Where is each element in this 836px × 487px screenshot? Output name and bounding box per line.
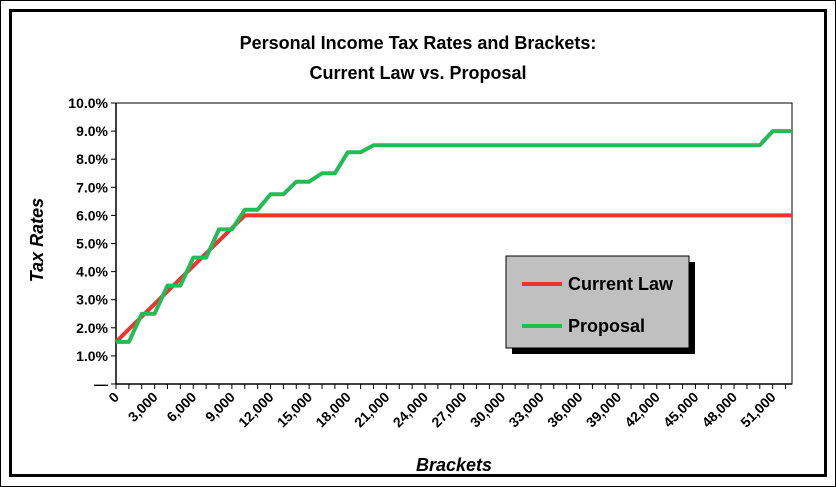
x-tick-label: 36,000	[544, 389, 586, 431]
y-tick-label: 3.0%	[76, 292, 108, 308]
y-tick-label: 6.0%	[76, 207, 108, 223]
legend-label-proposal: Proposal	[568, 316, 645, 336]
x-axis-ticks: 0 3,000 6,000 9,00012,00015,00018,00021,000…	[105, 384, 787, 431]
series-layer	[114, 129, 792, 344]
y-axis-title: Tax Rates	[27, 198, 47, 282]
x-tick-label: 45,000	[660, 389, 702, 431]
x-tick-label: 30,000	[467, 389, 509, 431]
chart-title-line-2: Current Law vs. Proposal	[309, 63, 526, 83]
legend: Current Law Proposal	[505, 255, 695, 354]
y-tick-label: 2.0%	[76, 320, 108, 336]
x-tick-label: 12,000	[235, 389, 277, 431]
series-line-proposal	[116, 129, 792, 344]
y-tick-label: 9.0%	[76, 123, 108, 139]
legend-label-current-law: Current Law	[568, 274, 674, 294]
x-tick-label: 9,000	[202, 389, 238, 425]
x-tick-label: 21,000	[351, 389, 393, 431]
legend-box	[505, 255, 690, 349]
chart-area	[9, 9, 827, 477]
y-tick-label: —	[94, 376, 108, 392]
x-tick-label: 33,000	[505, 389, 547, 431]
x-axis-title: Brackets	[416, 455, 492, 475]
x-tick-label: 48,000	[699, 389, 741, 431]
x-tick-label: 15,000	[274, 389, 316, 431]
x-tick-label: 24,000	[390, 389, 432, 431]
x-tick-label: 3,000	[125, 389, 161, 425]
x-tick-label: 6,000	[163, 389, 199, 425]
x-tick-label: 39,000	[583, 389, 625, 431]
x-tick-label: 42,000	[621, 389, 663, 431]
y-tick-label: 8.0%	[76, 151, 108, 167]
x-tick-label: 0	[105, 389, 122, 406]
chart-title-line-1: Personal Income Tax Rates and Brackets:	[240, 33, 597, 53]
y-tick-label: 7.0%	[76, 179, 108, 195]
x-tick-label: 51,000	[737, 389, 779, 431]
y-axis-ticks: — 1.0% 2.0% 3.0% 4.0% 5.0% 6.0% 7.0% 8.0% 9.0% 10.…	[68, 95, 116, 392]
y-tick-label: 5.0%	[76, 236, 108, 252]
y-tick-label: 1.0%	[76, 348, 108, 364]
x-tick-label: 18,000	[312, 389, 354, 431]
x-tick-label: 27,000	[428, 389, 470, 431]
y-tick-label: 10.0%	[68, 95, 108, 111]
y-tick-label: 4.0%	[76, 264, 108, 280]
